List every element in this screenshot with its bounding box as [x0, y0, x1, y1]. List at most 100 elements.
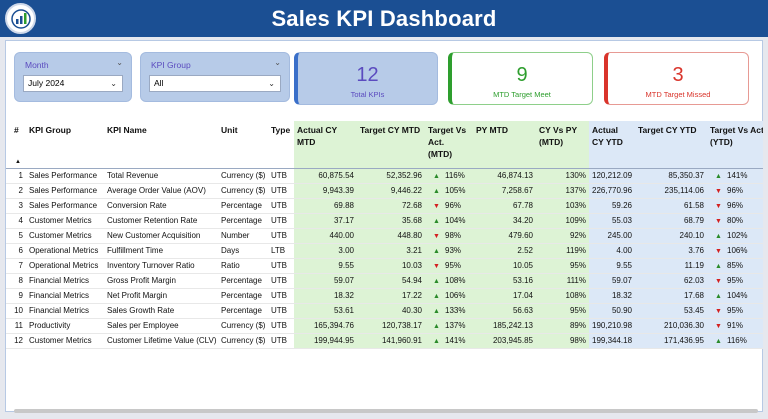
- target-cy-mtd-cell: 40.30: [357, 303, 425, 319]
- kpi-name-cell: Customer Retention Rate: [104, 213, 218, 229]
- logo-icon: [5, 3, 36, 34]
- target-cy-ytd-cell: 62.03: [635, 273, 707, 289]
- kpi-table-container[interactable]: # KPI Group KPI Name Unit Type Actual CY…: [6, 121, 763, 403]
- py-mtd-cell: 2.52: [473, 243, 536, 259]
- percent-value: 116%: [727, 336, 747, 345]
- py-mtd-cell: 46,874.13: [473, 168, 536, 184]
- percent-value: 106%: [445, 291, 466, 300]
- table-row[interactable]: 3 Sales Performance Conversion Rate Percent…: [6, 198, 763, 214]
- percent-value: 137%: [445, 321, 466, 330]
- target-vs-act-mtd-cell: ▲ 106%: [425, 288, 473, 304]
- triangle-up-icon: ▲: [433, 338, 440, 345]
- col-header-type[interactable]: Type: [268, 121, 294, 169]
- target-cy-ytd-cell: 17.68: [635, 288, 707, 304]
- target-vs-act-mtd-cell: ▲ 108%: [425, 273, 473, 289]
- py-mtd-cell: 203,945.85: [473, 333, 536, 349]
- target-vs-act-ytd-cell: ▲ 85%: [707, 258, 763, 274]
- target-vs-act-mtd-cell: ▼ 96%: [425, 198, 473, 214]
- month-dropdown[interactable]: July 2024 ⌄: [23, 75, 123, 92]
- actual-cy-ytd-cell: 226,770.96: [589, 183, 635, 199]
- kpi-name-cell: Sales per Employee: [104, 318, 218, 334]
- actual-cy-mtd-cell: 9.55: [294, 258, 357, 274]
- kpi-name-cell: Inventory Turnover Ratio: [104, 258, 218, 274]
- row-index-cell: 7: [6, 258, 26, 274]
- table-row[interactable]: 4 Customer Metrics Customer Retention Rate…: [6, 213, 763, 229]
- py-mtd-cell: 34.20: [473, 213, 536, 229]
- kpi-group-dropdown[interactable]: All ⌄: [149, 75, 281, 92]
- percent-value: 104%: [445, 216, 466, 225]
- triangle-down-icon: ▼: [715, 323, 722, 330]
- col-header-kpi-name[interactable]: KPI Name: [104, 121, 218, 169]
- triangle-up-icon: ▲: [433, 293, 440, 300]
- triangle-up-icon: ▲: [433, 188, 440, 195]
- col-header-actual-cy-ytd[interactable]: Actual CY YTD: [589, 121, 635, 169]
- triangle-down-icon: ▼: [433, 233, 440, 240]
- kpi-name-cell: Sales Growth Rate: [104, 303, 218, 319]
- target-vs-act-ytd-cell: ▲ 102%: [707, 228, 763, 244]
- actual-cy-ytd-cell: 59.07: [589, 273, 635, 289]
- col-header-target-cy-ytd[interactable]: Target CY YTD: [635, 121, 707, 169]
- cy-vs-py-mtd-cell: 103%: [536, 198, 589, 214]
- cy-vs-py-mtd-cell: 98%: [536, 333, 589, 349]
- target-vs-act-mtd-cell: ▲ 104%: [425, 213, 473, 229]
- table-row[interactable]: 11 Productivity Sales per Employee Currency…: [6, 318, 763, 334]
- table-row[interactable]: 8 Financial Metrics Gross Profit Margin Per…: [6, 273, 763, 289]
- col-header-kpi-group[interactable]: KPI Group: [26, 121, 104, 169]
- col-header-target-vs-act-ytd[interactable]: Target Vs Act. (YTD): [707, 121, 763, 169]
- table-row[interactable]: 10 Financial Metrics Sales Growth Rate Perc…: [6, 303, 763, 319]
- chevron-down-icon: ⌄: [110, 79, 117, 88]
- py-mtd-cell: 10.05: [473, 258, 536, 274]
- kpi-group-cell: Operational Metrics: [26, 243, 104, 259]
- row-index-cell: 4: [6, 213, 26, 229]
- col-header-actual-cy-mtd[interactable]: Actual CY MTD: [294, 121, 357, 169]
- percent-value: 102%: [727, 231, 748, 240]
- mtd-target-meet-card: 9 MTD Target Meet: [448, 52, 593, 105]
- py-mtd-cell: 17.04: [473, 288, 536, 304]
- col-header-unit[interactable]: Unit: [218, 121, 268, 169]
- col-header-index[interactable]: #: [6, 121, 26, 169]
- horizontal-scrollbar[interactable]: [14, 409, 758, 413]
- chevron-down-icon[interactable]: ⌄: [274, 58, 281, 67]
- cy-vs-py-mtd-cell: 130%: [536, 168, 589, 184]
- target-vs-act-ytd-cell: ▼ 96%: [707, 183, 763, 199]
- table-row[interactable]: 6 Operational Metrics Fulfillment Time Days…: [6, 243, 763, 259]
- col-header-cy-vs-py-mtd[interactable]: CY Vs PY (MTD): [536, 121, 589, 169]
- triangle-up-icon: ▲: [433, 323, 440, 330]
- table-row[interactable]: 9 Financial Metrics Net Profit Margin Perce…: [6, 288, 763, 304]
- table-row[interactable]: 12 Customer Metrics Customer Lifetime Valu…: [6, 333, 763, 349]
- kpi-group-cell: Financial Metrics: [26, 288, 104, 304]
- row-index-cell: 10: [6, 303, 26, 319]
- triangle-down-icon: ▼: [715, 278, 722, 285]
- cy-vs-py-mtd-cell: 92%: [536, 228, 589, 244]
- kpi-name-cell: Conversion Rate: [104, 198, 218, 214]
- target-vs-act-ytd-cell: ▲ 141%: [707, 168, 763, 184]
- table-row[interactable]: 1 Sales Performance Total Revenue Currency …: [6, 168, 763, 184]
- triangle-up-icon: ▲: [715, 233, 722, 240]
- actual-cy-mtd-cell: 440.00: [294, 228, 357, 244]
- col-header-py-mtd[interactable]: PY MTD: [473, 121, 536, 169]
- row-index-cell: 2: [6, 183, 26, 199]
- actual-cy-ytd-cell: 18.32: [589, 288, 635, 304]
- target-cy-mtd-cell: 52,352.96: [357, 168, 425, 184]
- col-header-target-vs-act-mtd[interactable]: Target Vs Act. (MTD): [425, 121, 473, 169]
- cy-vs-py-mtd-cell: 95%: [536, 303, 589, 319]
- triangle-up-icon: ▲: [715, 293, 722, 300]
- triangle-down-icon: ▼: [433, 263, 440, 270]
- row-index-cell: 6: [6, 243, 26, 259]
- total-kpis-value: 12: [356, 64, 379, 86]
- triangle-down-icon: ▼: [715, 203, 722, 210]
- col-header-target-cy-mtd[interactable]: Target CY MTD: [357, 121, 425, 169]
- table-row[interactable]: 2 Sales Performance Average Order Value (A…: [6, 183, 763, 199]
- table-row[interactable]: 7 Operational Metrics Inventory Turnover R…: [6, 258, 763, 274]
- type-cell: UTB: [268, 288, 294, 304]
- sort-ascending-icon[interactable]: ▲: [15, 159, 21, 165]
- target-vs-act-mtd-cell: ▲ 93%: [425, 243, 473, 259]
- triangle-down-icon: ▼: [433, 203, 440, 210]
- target-vs-act-ytd-cell: ▼ 95%: [707, 273, 763, 289]
- percent-value: 141%: [727, 171, 748, 180]
- triangle-up-icon: ▲: [433, 278, 440, 285]
- chevron-down-icon[interactable]: ⌄: [116, 58, 123, 67]
- table-row[interactable]: 5 Customer Metrics New Customer Acquisitio…: [6, 228, 763, 244]
- actual-cy-mtd-cell: 69.88: [294, 198, 357, 214]
- py-mtd-cell: 56.63: [473, 303, 536, 319]
